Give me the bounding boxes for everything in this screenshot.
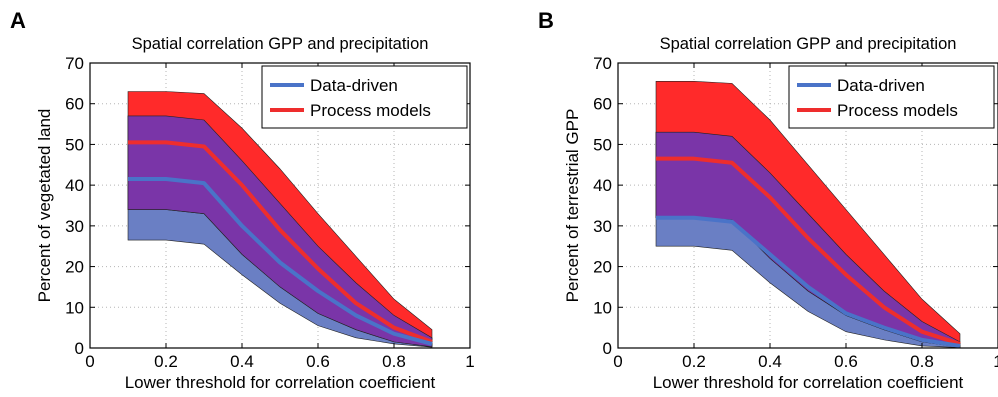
process-models-line	[128, 140, 433, 344]
panel-letter: A	[10, 8, 26, 33]
y-tick-label: 0	[603, 339, 612, 358]
y-tick-label: 0	[75, 339, 84, 358]
x-axis-label: Lower threshold for correlation coeffici…	[653, 373, 964, 392]
y-tick-label: 60	[593, 95, 612, 114]
panel-a: A Spatial correlation GPP and precipitati…	[10, 8, 475, 392]
y-tick-label: 30	[65, 217, 84, 236]
x-tick-label: 0.2	[154, 352, 178, 371]
x-tick-label: 0.4	[230, 352, 254, 371]
x-tick-label: 0.8	[382, 352, 406, 371]
x-tick-label: 0	[85, 352, 94, 371]
axes-box	[89, 62, 471, 349]
y-axis-label: Percent of terrestrial GPP	[563, 109, 582, 303]
chart-title: Spatial correlation GPP and precipitatio…	[132, 35, 429, 53]
legend: Data-driven Process models	[261, 65, 468, 129]
y-tick-label: 40	[65, 176, 84, 195]
legend: Data-driven Process models	[788, 65, 995, 129]
y-tick-label: 60	[65, 95, 84, 114]
data-driven-line	[656, 215, 961, 348]
x-tick-label: 0.6	[306, 352, 330, 371]
y-tick-label: 70	[593, 54, 612, 73]
y-tick-label: 70	[65, 54, 84, 73]
panel-letter: B	[538, 8, 554, 33]
legend-label: Data-driven	[310, 76, 398, 95]
y-tick-label: 10	[593, 298, 612, 317]
x-tick-label: 0.4	[758, 352, 782, 371]
x-axis-label: Lower threshold for correlation coeffici…	[125, 373, 436, 392]
y-axis-label: Percent of vegetated land	[35, 109, 54, 303]
y-tick-label: 40	[593, 176, 612, 195]
y-tick-label: 50	[593, 135, 612, 154]
x-tick-label: 1	[465, 352, 474, 371]
y-tick-label: 20	[65, 258, 84, 277]
bands	[127, 91, 433, 348]
legend-label: Process models	[310, 101, 431, 120]
bands	[655, 81, 961, 348]
panel-b: B Spatial correlation GPP and precipitati…	[538, 8, 998, 392]
y-tick-label: 50	[65, 135, 84, 154]
x-tick-label: 0.8	[910, 352, 934, 371]
x-tick-label: 0.2	[682, 352, 706, 371]
process-models-line	[656, 156, 961, 346]
legend-box	[261, 65, 468, 129]
y-tick-label: 10	[65, 298, 84, 317]
legend-label: Data-driven	[837, 76, 925, 95]
x-tick-label: 0	[613, 352, 622, 371]
data-driven-line	[128, 177, 433, 346]
y-tick-label: 20	[593, 258, 612, 277]
axes-box	[617, 62, 998, 349]
legend-box	[788, 65, 995, 129]
x-tick-label: 0.6	[834, 352, 858, 371]
chart-title: Spatial correlation GPP and precipitatio…	[660, 35, 957, 53]
x-tick-label: 1	[993, 352, 998, 371]
y-tick-label: 30	[593, 217, 612, 236]
legend-label: Process models	[837, 101, 958, 120]
